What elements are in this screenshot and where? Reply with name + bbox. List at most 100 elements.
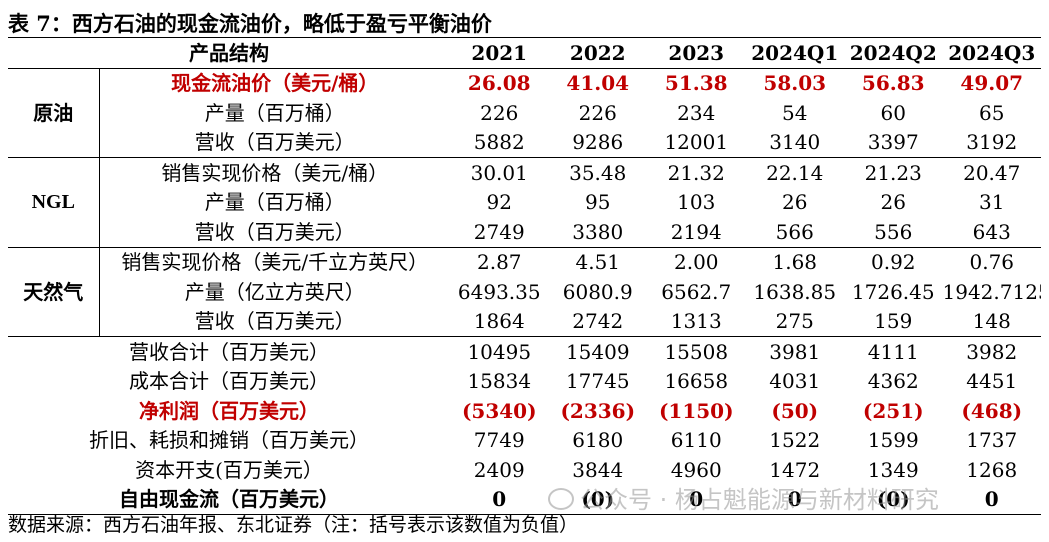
- cell: 54: [782, 100, 808, 125]
- group-label-gas: 天然气: [8, 247, 100, 337]
- cell: 2.87: [476, 250, 522, 275]
- cell: 0: [745, 484, 844, 515]
- cell: 26.08: [467, 71, 531, 96]
- table-row: 产量（百万桶） 92 95 103 26 26 31: [8, 188, 1041, 218]
- cell: 1737: [966, 428, 1018, 453]
- row-label: 自由现金流（百万美元）: [8, 484, 450, 515]
- cell: (1150): [658, 398, 734, 423]
- header-year: 2023: [647, 37, 746, 69]
- header-year: 2024Q3: [942, 37, 1041, 69]
- cell: 4451: [966, 369, 1018, 394]
- table-row: 营收（百万美元） 5882 9286 12001 3140 3397 3192: [8, 127, 1041, 158]
- cell: 0: [450, 484, 549, 515]
- cell: 643: [942, 217, 1041, 248]
- cell: 6562.7: [661, 279, 732, 304]
- row-label: 销售实现价格（美元/桶）: [161, 160, 389, 185]
- table-row: 产量（百万桶） 226 226 234 54 60 65: [8, 98, 1041, 128]
- cell: 51.38: [664, 71, 728, 96]
- cell: 12001: [647, 127, 746, 158]
- cell: 6080.9: [562, 279, 633, 304]
- cell: 4111: [867, 339, 919, 364]
- table-row: 产量（亿立方英尺） 6493.35 6080.9 6562.7 1638.85 …: [8, 277, 1041, 307]
- cell: 226: [578, 100, 617, 125]
- table-row: 折旧、耗损和摊销（百万美元） 7749 6180 6110 1522 1599 …: [8, 426, 1041, 456]
- cell: 60: [880, 100, 906, 125]
- cell: 10495: [467, 339, 532, 364]
- cell: 2749: [450, 217, 549, 248]
- cell: 234: [677, 100, 716, 125]
- row-label: 营收（百万美元）: [99, 306, 450, 337]
- financial-table: 产品结构 2021 2022 2023 2024Q1 2024Q2 2024Q3…: [8, 37, 1041, 515]
- cell: 1472: [769, 457, 821, 482]
- cell: 56.83: [861, 71, 925, 96]
- cell: (5340): [461, 398, 537, 423]
- cell: 4960: [670, 457, 722, 482]
- table-row: NGL 销售实现价格（美元/桶） 30.01 35.48 21.32 22.14…: [8, 157, 1041, 248]
- cell: 1599: [867, 428, 919, 453]
- cell: 21.23: [864, 160, 922, 185]
- row-label: 现金流油价（美元/桶）: [171, 71, 379, 96]
- cell: 3982: [966, 339, 1018, 364]
- table-row: 净利润（百万美元） (5340) (2336) (1150) (50) (251…: [8, 396, 1041, 426]
- cell: 2194: [647, 217, 746, 248]
- cell: 20.47: [963, 160, 1021, 185]
- cell: 1349: [867, 457, 919, 482]
- cell: 15409: [565, 339, 630, 364]
- table-row: 成本合计（百万美元） 15834 17745 16658 4031 4362 4…: [8, 367, 1041, 397]
- cell: 15508: [664, 339, 729, 364]
- cell: (2336): [560, 398, 636, 423]
- header-year: 2021: [450, 37, 549, 69]
- cell: 3192: [942, 127, 1041, 158]
- cell: 30.01: [470, 160, 528, 185]
- cell: 95: [585, 190, 611, 215]
- cell: 226: [480, 100, 519, 125]
- cell: (0): [844, 484, 943, 515]
- cell: (251): [862, 398, 924, 423]
- cell: 41.04: [566, 71, 630, 96]
- cell: 6493.35: [457, 279, 541, 304]
- source-note: 数据来源：西方石油年报、东北证券（注：括号表示该数值为负值）: [8, 514, 579, 536]
- table-row: 原油 现金流油价（美元/桶） 26.08 41.04 51.38 58.03 5…: [8, 68, 1041, 158]
- cell: 2742: [548, 306, 647, 337]
- cell: 6180: [572, 428, 624, 453]
- cell: 0.92: [870, 250, 916, 275]
- cell: 159: [844, 306, 943, 337]
- cell: 1.68: [772, 250, 818, 275]
- cell: 4362: [867, 369, 919, 394]
- cell: 0: [647, 484, 746, 515]
- cell: 148: [942, 306, 1041, 337]
- table-title: 表 7：西方石油的现金流油价，略低于盈亏平衡油价: [8, 11, 492, 36]
- cell: 103: [677, 190, 716, 215]
- cell: 15834: [467, 369, 532, 394]
- header-product-structure: 产品结构: [8, 37, 450, 69]
- cell: 1864: [450, 306, 549, 337]
- cell: 1522: [769, 428, 821, 453]
- cell: 4.51: [575, 250, 621, 275]
- table-row: 营收合计（百万美元） 10495 15409 15508 3981 4111 3…: [8, 337, 1041, 367]
- row-label: 折旧、耗损和摊销（百万美元）: [89, 428, 369, 453]
- cell: 17745: [565, 369, 630, 394]
- cell: 16658: [664, 369, 729, 394]
- header-year: 2024Q1: [745, 37, 844, 69]
- row-label: 产量（百万桶）: [204, 190, 345, 215]
- cell: 1638.85: [753, 279, 837, 304]
- cell: 9286: [548, 127, 647, 158]
- row-label: 销售实现价格（美元/千立方英尺）: [121, 250, 429, 275]
- cell: 0.76: [969, 250, 1015, 275]
- row-label: 净利润（百万美元）: [139, 398, 319, 423]
- cell: 1313: [647, 306, 746, 337]
- cell: 21.32: [667, 160, 725, 185]
- cell: 31: [979, 190, 1005, 215]
- cell: 3397: [844, 127, 943, 158]
- cell: 92: [486, 190, 512, 215]
- header-year: 2022: [548, 37, 647, 69]
- cell: 49.07: [960, 71, 1024, 96]
- table-row: 资本开支(百万美元） 2409 3844 4960 1472 1349 1268: [8, 455, 1041, 485]
- cell: 26: [782, 190, 808, 215]
- cell: 3981: [769, 339, 821, 364]
- row-label: 营收（百万美元）: [99, 127, 450, 158]
- cell: 566: [745, 217, 844, 248]
- header-year: 2024Q2: [844, 37, 943, 69]
- cell: 1268: [966, 457, 1018, 482]
- row-label: 成本合计（百万美元）: [129, 369, 329, 394]
